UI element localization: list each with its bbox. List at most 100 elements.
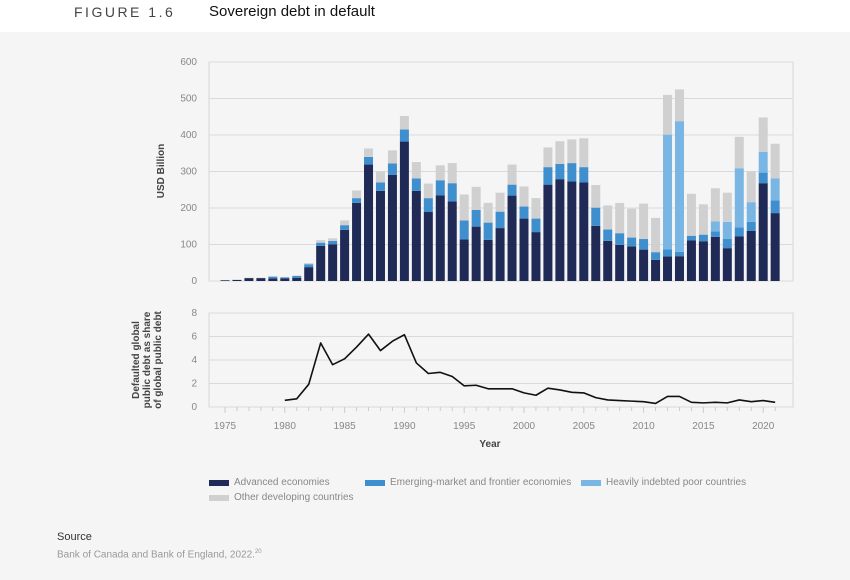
bar-segment bbox=[758, 172, 768, 184]
bar-segment bbox=[471, 186, 481, 210]
legend-label: Other developing countries bbox=[234, 492, 354, 503]
bar-segment bbox=[734, 227, 744, 237]
bar-segment bbox=[399, 141, 409, 281]
bar-segment bbox=[734, 168, 744, 228]
bar-segment bbox=[615, 233, 625, 245]
bar-segment bbox=[292, 277, 302, 281]
bar-chart: 0 100 200 300 400 500 600 bbox=[180, 57, 794, 287]
bar-segment bbox=[663, 256, 673, 281]
bar-segment bbox=[304, 263, 314, 265]
x-tick-label: 1990 bbox=[393, 421, 416, 432]
bar-segment bbox=[483, 222, 493, 240]
bar-segment bbox=[495, 228, 505, 281]
legend-label: Emerging-market and frontier economies bbox=[390, 477, 572, 488]
figure-title: Sovereign debt in default bbox=[209, 3, 375, 20]
bar-segment bbox=[423, 183, 433, 199]
x-tick-label: 2020 bbox=[752, 421, 775, 432]
series-line bbox=[284, 333, 776, 405]
bar-segment bbox=[663, 94, 673, 135]
line-chart-ylabel: Defaulted globalpublic debt as shareof g… bbox=[131, 310, 164, 408]
legend-swatch bbox=[581, 479, 601, 486]
bar-segment bbox=[387, 163, 397, 175]
bar-segment bbox=[375, 190, 385, 281]
legend-label: Heavily indebted poor countries bbox=[606, 477, 747, 488]
bar-segment bbox=[758, 151, 768, 173]
bar-segment bbox=[387, 174, 397, 281]
bar-segment bbox=[280, 277, 290, 279]
bar-segment bbox=[698, 241, 708, 281]
bar-segment bbox=[579, 167, 589, 183]
legend-label: Advanced economies bbox=[234, 477, 330, 488]
bar-segment bbox=[268, 278, 278, 281]
bar-segment bbox=[567, 181, 577, 281]
bar-segment bbox=[399, 116, 409, 130]
bar-segment bbox=[603, 240, 613, 281]
legend-item-emerging: Emerging-market and frontier economies bbox=[365, 477, 571, 488]
bar-segment bbox=[304, 267, 314, 281]
bar-segment bbox=[328, 244, 338, 281]
bar-segment bbox=[734, 236, 744, 281]
bar-segment bbox=[364, 164, 374, 281]
bar-segment bbox=[710, 221, 720, 232]
bar-segment bbox=[734, 136, 744, 169]
y-tick-label: 400 bbox=[180, 130, 197, 141]
y-tick-label: 200 bbox=[180, 203, 197, 214]
bar-segment bbox=[651, 252, 661, 260]
y-tick-label: 4 bbox=[191, 355, 197, 366]
bar-segment bbox=[292, 275, 302, 278]
bar-segment bbox=[770, 178, 780, 201]
bar-segment bbox=[364, 148, 374, 157]
bar-segment bbox=[722, 239, 732, 249]
bar-segment bbox=[364, 156, 374, 165]
legend-item-other: Other developing countries bbox=[209, 492, 354, 503]
bar-segment bbox=[435, 180, 445, 196]
bar-segment bbox=[435, 165, 445, 181]
bar-segment bbox=[758, 183, 768, 281]
bar-segment bbox=[220, 280, 230, 281]
bar-segment bbox=[352, 190, 362, 199]
bar-segment bbox=[340, 220, 350, 226]
bar-segment bbox=[531, 218, 541, 233]
bar-segment bbox=[663, 134, 673, 250]
bar-segment bbox=[579, 138, 589, 168]
y-tick-label: 100 bbox=[180, 240, 197, 251]
source-citation: Bank of Canada and Bank of England, 2022… bbox=[57, 549, 255, 561]
bar-segment bbox=[746, 230, 756, 281]
bar-segment bbox=[256, 278, 266, 281]
line-chart: 0 2 4 6 8 1975 1980 1985 1990 1995 2000 2005 2010 201… bbox=[191, 308, 794, 432]
bar-segment bbox=[722, 192, 732, 222]
bar-segment bbox=[686, 235, 696, 241]
bar-segment bbox=[674, 256, 684, 281]
bar-segment bbox=[507, 164, 517, 185]
bar-segment bbox=[770, 143, 780, 179]
bar-segment bbox=[639, 249, 649, 281]
bar-segment bbox=[591, 207, 601, 226]
bar-segment bbox=[686, 240, 696, 281]
bar-segment bbox=[531, 232, 541, 281]
footnote-ref: 20 bbox=[254, 549, 262, 555]
x-tick-label: 1980 bbox=[274, 421, 297, 432]
bar-segment bbox=[423, 212, 433, 281]
x-tick-label: 2000 bbox=[513, 421, 536, 432]
bar-segment bbox=[328, 240, 338, 245]
bar-segment bbox=[519, 218, 529, 281]
bar-segment bbox=[746, 171, 756, 203]
bar-segment bbox=[674, 89, 684, 122]
bar-segment bbox=[459, 220, 469, 240]
bar-segment bbox=[411, 162, 421, 179]
bar-segment bbox=[531, 198, 541, 219]
bar-segment bbox=[340, 229, 350, 281]
bar-segment bbox=[447, 183, 457, 202]
y-tick-label: 0 bbox=[191, 402, 197, 413]
line-chart-ylabel-line: Defaulted global bbox=[131, 321, 142, 399]
bar-segment bbox=[722, 248, 732, 281]
bar-segment bbox=[710, 188, 720, 222]
bar-segment bbox=[304, 264, 314, 268]
x-tick-label: 2015 bbox=[692, 421, 715, 432]
bar-segment bbox=[447, 163, 457, 184]
bar-segment bbox=[651, 217, 661, 253]
bar-segment bbox=[698, 234, 708, 242]
bar-segment bbox=[507, 184, 517, 196]
bar-segment bbox=[316, 242, 326, 246]
bar-segment bbox=[316, 245, 326, 281]
